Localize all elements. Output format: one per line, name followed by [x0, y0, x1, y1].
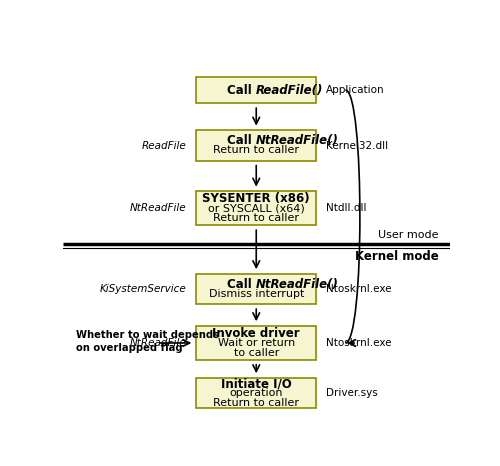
Text: Application: Application — [326, 85, 384, 95]
Text: Call: Call — [228, 134, 256, 147]
Text: Initiate I/O: Initiate I/O — [221, 377, 292, 390]
Text: ReadFile: ReadFile — [142, 141, 186, 151]
Text: Call: Call — [228, 83, 256, 96]
FancyBboxPatch shape — [196, 192, 316, 226]
Text: Ntoskrnl.exe: Ntoskrnl.exe — [326, 338, 392, 348]
Text: Whether to wait depends
on overlapped flag: Whether to wait depends on overlapped fl… — [76, 329, 219, 353]
Text: NtReadFile: NtReadFile — [130, 204, 186, 213]
Text: KiSystemService: KiSystemService — [100, 284, 186, 294]
Text: Return to caller: Return to caller — [213, 398, 299, 408]
Text: NtReadFile(): NtReadFile() — [256, 134, 339, 147]
Text: Dismiss interrupt: Dismiss interrupt — [208, 289, 304, 299]
Text: NtReadFile: NtReadFile — [130, 338, 186, 348]
Text: Kernel mode: Kernel mode — [354, 250, 438, 263]
Text: Invoke driver: Invoke driver — [212, 327, 300, 340]
Text: or SYSCALL (x64): or SYSCALL (x64) — [208, 204, 304, 213]
FancyBboxPatch shape — [196, 274, 316, 304]
FancyBboxPatch shape — [196, 326, 316, 360]
Text: operation: operation — [230, 388, 283, 398]
Text: Ntdll.dll: Ntdll.dll — [326, 204, 366, 213]
Text: NtReadFile(): NtReadFile() — [256, 278, 339, 291]
Text: Wait or return: Wait or return — [218, 338, 295, 348]
Text: Return to caller: Return to caller — [213, 213, 299, 223]
Text: Driver.sys: Driver.sys — [326, 388, 378, 398]
FancyBboxPatch shape — [196, 76, 316, 103]
Text: ReadFile(): ReadFile() — [256, 83, 324, 96]
Text: Ntoskrnl.exe: Ntoskrnl.exe — [326, 284, 392, 294]
Text: Kernel32.dll: Kernel32.dll — [326, 141, 388, 151]
FancyBboxPatch shape — [196, 130, 316, 161]
Text: User mode: User mode — [378, 230, 438, 240]
Text: SYSENTER (x86): SYSENTER (x86) — [202, 192, 310, 205]
Text: to caller: to caller — [234, 348, 279, 358]
FancyBboxPatch shape — [196, 378, 316, 409]
Text: Call: Call — [228, 278, 256, 291]
Text: Return to caller: Return to caller — [213, 145, 299, 156]
